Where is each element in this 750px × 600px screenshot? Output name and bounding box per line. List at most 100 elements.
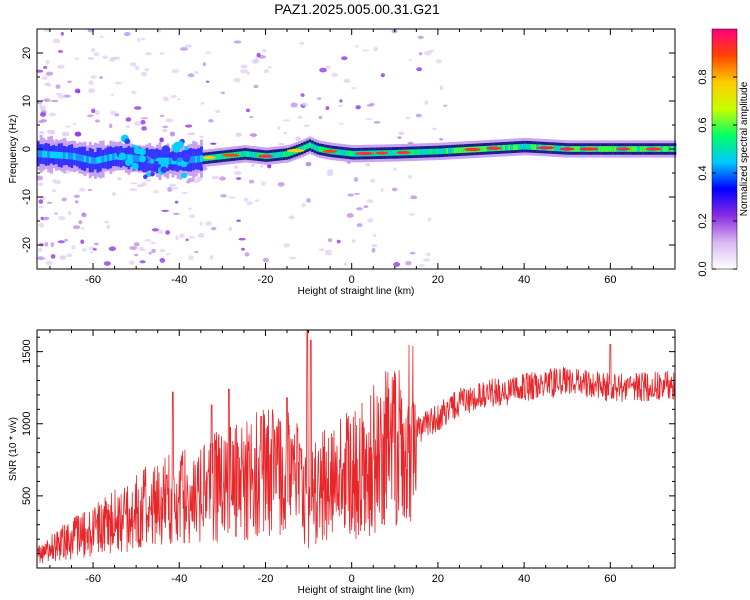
spectrogram-ridge-core [305,143,309,150]
spectrogram-noise-blob [73,194,80,198]
spectrogram-noise-blob [318,248,325,252]
spectrogram-noise-blob [44,242,49,247]
spectrogram-ridge-core [316,145,320,152]
spectrogram-noise-blob [397,136,402,139]
spectrogram-ridge-core [515,144,519,150]
spectrogram-turbulent-blob [161,145,171,155]
spectrogram-noise-blob [87,188,92,191]
spectrogram-ridge-core [554,145,558,152]
spectrogram-noise-blob [67,80,72,84]
spectrogram-noise-blob [199,221,203,226]
spectrogram-ridge-core [166,157,170,165]
spectrogram-noise-blob [187,177,195,182]
spectrogram-noise-blob [133,106,142,110]
spectrogram-noise-blob [235,177,242,180]
spectrogram-noise-blob [169,131,175,137]
spectrogram-noise-blob [341,56,348,61]
spectrogram-noise-blob [303,124,310,128]
spectrogram-turbulent-blob [140,163,150,173]
spectrogram-noise-blob [140,37,146,41]
spectrogram-noise-blob [252,58,260,63]
spectrogram-ridge-core [280,151,284,158]
spectrogram-noise-blob [370,178,375,183]
spectrogram-ridge-core [256,152,260,159]
spectrogram-ridge-core [114,152,118,160]
spectrogram-ridge-core [510,144,514,151]
spectrogram-ridge-core [313,144,317,151]
spectrogram-ridge-core [44,150,48,158]
spectrogram-ridge-core [458,147,462,154]
spectrogram-noise-blob [180,47,188,51]
snr-xtick-label: -60 [85,573,101,585]
spectrogram-ridge-core [507,144,511,151]
spectrogram-noise-blob [410,195,418,200]
spectrogram-hotspot [536,146,555,150]
spectrogram-ridge-core [456,147,459,154]
spectrogram-ridge-core [70,152,74,160]
spectrogram-noise-blob [262,257,269,263]
spectrogram-hotspot [375,151,389,155]
spectrogram-noise-blob [215,109,221,114]
spectrogram-noise-blob [277,126,281,130]
spectrogram-noise-blob [170,94,177,99]
spectrogram-ridge-core [531,144,535,150]
spectrogram-x-axis: -60 -40 -20 0 20 40 60 [49,29,676,286]
spectrogram-noise-blob [338,104,344,108]
spectrogram-turbulent-blob [171,155,178,162]
spectrogram-noise-blob [305,161,312,167]
spectrogram-noise-blob [339,99,343,103]
spectrogram-noise-blob [205,51,212,54]
spectrogram-noise-blob [41,76,48,80]
spectrogram-turbulent-blob [125,159,132,166]
spectrogram-ridge-core [642,146,646,152]
spectrogram-ridge-core [518,144,522,150]
spectrogram-ridge-core [83,155,87,163]
spectrogram-noise-blob [324,249,333,254]
spectrogram-ridge-core [238,151,242,158]
spectrogram-ylabel: Frequency (Hz) [8,115,19,184]
spectrogram-ridge-core [349,150,353,157]
spectrogram-noise-blob [47,130,53,134]
spectrogram-noise-blob [80,239,85,245]
spectrogram-turbulent-blob [143,174,148,179]
spectrogram-noise-blob [54,179,61,185]
spectrogram-xtick-label: -60 [85,274,101,286]
snr-xtick-label: 20 [432,573,444,585]
spectrogram-ridge-core [246,151,250,157]
spectrogram-noise-blob [427,217,431,222]
spectrogram-noise-blob [161,129,168,133]
spectrogram-noise-blob [220,194,227,198]
spectrogram-noise-blob [86,114,94,118]
snr-xtick-label: -20 [258,573,274,585]
spectrogram-ridge-core [502,144,506,151]
spectrogram-noise-blob [150,241,156,245]
spectrogram-noise-blob [159,52,165,55]
spectrogram-noise-blob [365,163,371,167]
spectrogram-noise-blob [129,188,138,192]
spectrogram-noise-blob [80,227,86,230]
spectrogram-noise-blob [94,110,100,116]
spectrogram-ridge-core [637,146,641,152]
spectrogram-noise-blob [439,85,444,91]
spectrogram-noise-blob [144,67,150,72]
spectrogram-turbulent-blob [150,171,155,177]
spectrogram-noise-blob [380,73,385,78]
spectrogram-noise-blob [367,217,373,223]
spectrogram-noise-blob [65,125,71,128]
spectrogram-noise-blob [114,81,122,85]
spectrogram-noise-blob [104,220,109,224]
spectrogram-ridge-core [109,153,113,161]
spectrogram-noise-blob [351,239,356,243]
spectrogram-noise-blob [416,67,423,72]
spectrogram-noise-blob [141,126,147,131]
spectrogram-noise-blob [283,243,290,248]
spectrogram-noise-blob [261,49,267,53]
spectrogram-ridge-core [432,148,436,155]
spectrogram-ridge-core [613,146,617,152]
colorbar-tick-label: 0.4 [697,165,709,180]
spectrogram-noise-blob [267,66,272,69]
spectrogram-noise-blob [141,71,148,77]
spectrogram-ridge-core [600,146,604,152]
spectrogram-ridge-core [525,143,529,150]
spectrogram-noise-blob [418,264,426,267]
